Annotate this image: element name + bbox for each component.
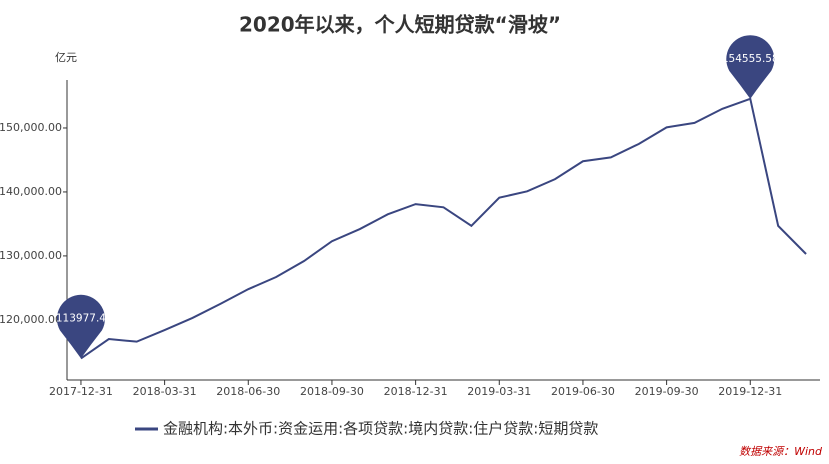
x-tick-label: 2018-12-31 <box>384 385 448 398</box>
x-tick-label: 2017-12-31 <box>49 385 113 398</box>
y-tick-label: 120,000.00 <box>0 313 62 326</box>
y-tick-label: 130,000.00 <box>0 249 62 262</box>
x-tick-label: 2019-09-30 <box>635 385 699 398</box>
mark-pin <box>56 294 105 359</box>
source-note: 数据来源：Wind <box>739 445 823 458</box>
x-tick-label: 2019-06-30 <box>551 385 615 398</box>
legend-label: 金融机构:本外币:资金运用:各项贷款:境内贷款:住户贷款:短期贷款 <box>163 420 598 438</box>
x-tick-label: 2019-12-31 <box>718 385 782 398</box>
mark-label: 154555.58 <box>722 53 779 65</box>
y-tick-label: 150,000.00 <box>0 121 62 134</box>
x-tick-label: 2019-03-31 <box>467 385 531 398</box>
x-tick-label: 2018-09-30 <box>300 385 364 398</box>
x-tick-label: 2018-03-31 <box>133 385 197 398</box>
x-tick-label: 2018-06-30 <box>216 385 280 398</box>
series-line <box>80 97 807 360</box>
mark-label: 113977.4 <box>56 312 106 324</box>
y-tick-label: 140,000.00 <box>0 185 62 198</box>
y-axis-label: 亿元 <box>55 51 77 64</box>
mark-pin <box>726 35 775 99</box>
chart-title: 2020年以来，个人短期贷款“滑坡” <box>239 13 561 37</box>
